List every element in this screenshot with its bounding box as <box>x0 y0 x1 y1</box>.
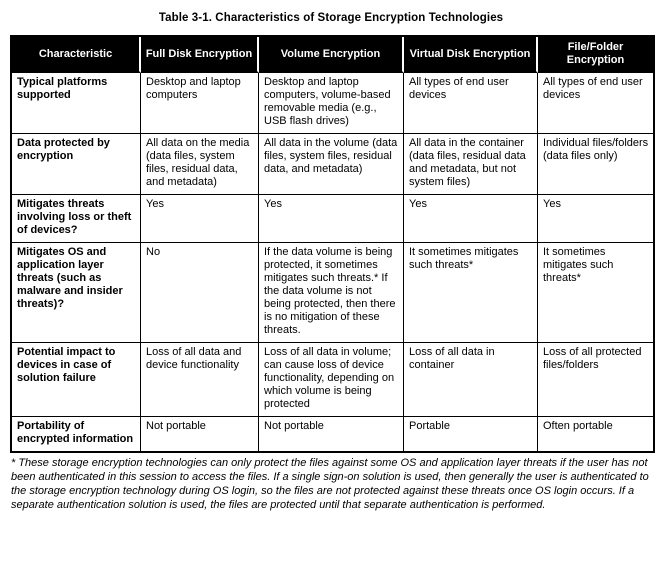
header-row: Characteristic Full Disk Encryption Volume… <box>12 37 653 73</box>
table-cell: Often portable <box>538 417 653 451</box>
table-cell: Yes <box>141 195 259 243</box>
table-row: Mitigates threats involving loss or thef… <box>12 195 653 243</box>
table-cell: Desktop and laptop computers, volume-bas… <box>259 73 404 134</box>
column-header: Characteristic <box>12 37 141 73</box>
table-cell: Individual files/folders (data files onl… <box>538 134 653 195</box>
table-row: Data protected by encryption All data on … <box>12 134 653 195</box>
table-row: Typical platforms supported Desktop and l… <box>12 73 653 134</box>
table-cell: All data in the volume (data files, syst… <box>259 134 404 195</box>
table-cell: Loss of all protected files/folders <box>538 343 653 417</box>
column-header: Virtual Disk Encryption <box>404 37 538 73</box>
table-cell: Loss of all data in container <box>404 343 538 417</box>
row-label: Potential impact to devices in case of s… <box>12 343 141 417</box>
column-header: Full Disk Encryption <box>141 37 259 73</box>
table-cell: All data in the container (data files, r… <box>404 134 538 195</box>
storage-encryption-characteristics-table: Characteristic Full Disk Encryption Volume… <box>10 35 655 453</box>
table-cell: All types of end user devices <box>404 73 538 134</box>
table-cell: Yes <box>404 195 538 243</box>
row-label: Typical platforms supported <box>12 73 141 134</box>
table-title: Table 3-1. Characteristics of Storage En… <box>158 12 504 24</box>
table-cell: Loss of all data in volume; can cause lo… <box>259 343 404 417</box>
table-cell: Not portable <box>141 417 259 451</box>
table-cell: It sometimes mitigates such threats* <box>404 243 538 343</box>
table-cell: Desktop and laptop computers <box>141 73 259 134</box>
row-label: Mitigates threats involving loss or thef… <box>12 195 141 243</box>
column-header: File/Folder Encryption <box>538 37 653 73</box>
table-cell: Loss of all data and device functionalit… <box>141 343 259 417</box>
table-cell: Portable <box>404 417 538 451</box>
table-row: Mitigates OS and application layer threa… <box>12 243 653 343</box>
table-cell: If the data volume is being protected, i… <box>259 243 404 343</box>
table-row: Potential impact to devices in case of s… <box>12 343 653 417</box>
table-footnote: * These storage encryption technologies … <box>11 457 649 511</box>
table-cell: All data on the media (data files, syste… <box>141 134 259 195</box>
row-label: Portability of encrypted information <box>12 417 141 451</box>
table-cell: Not portable <box>259 417 404 451</box>
table-cell: Yes <box>259 195 404 243</box>
column-header: Volume Encryption <box>259 37 404 73</box>
table-cell: It sometimes mitigates such threats* <box>538 243 653 343</box>
row-label: Mitigates OS and application layer threa… <box>12 243 141 343</box>
table-cell: Yes <box>538 195 653 243</box>
table-row: Portability of encrypted information Not … <box>12 417 653 451</box>
table-cell: No <box>141 243 259 343</box>
row-label: Data protected by encryption <box>12 134 141 195</box>
table-cell: All types of end user devices <box>538 73 653 134</box>
